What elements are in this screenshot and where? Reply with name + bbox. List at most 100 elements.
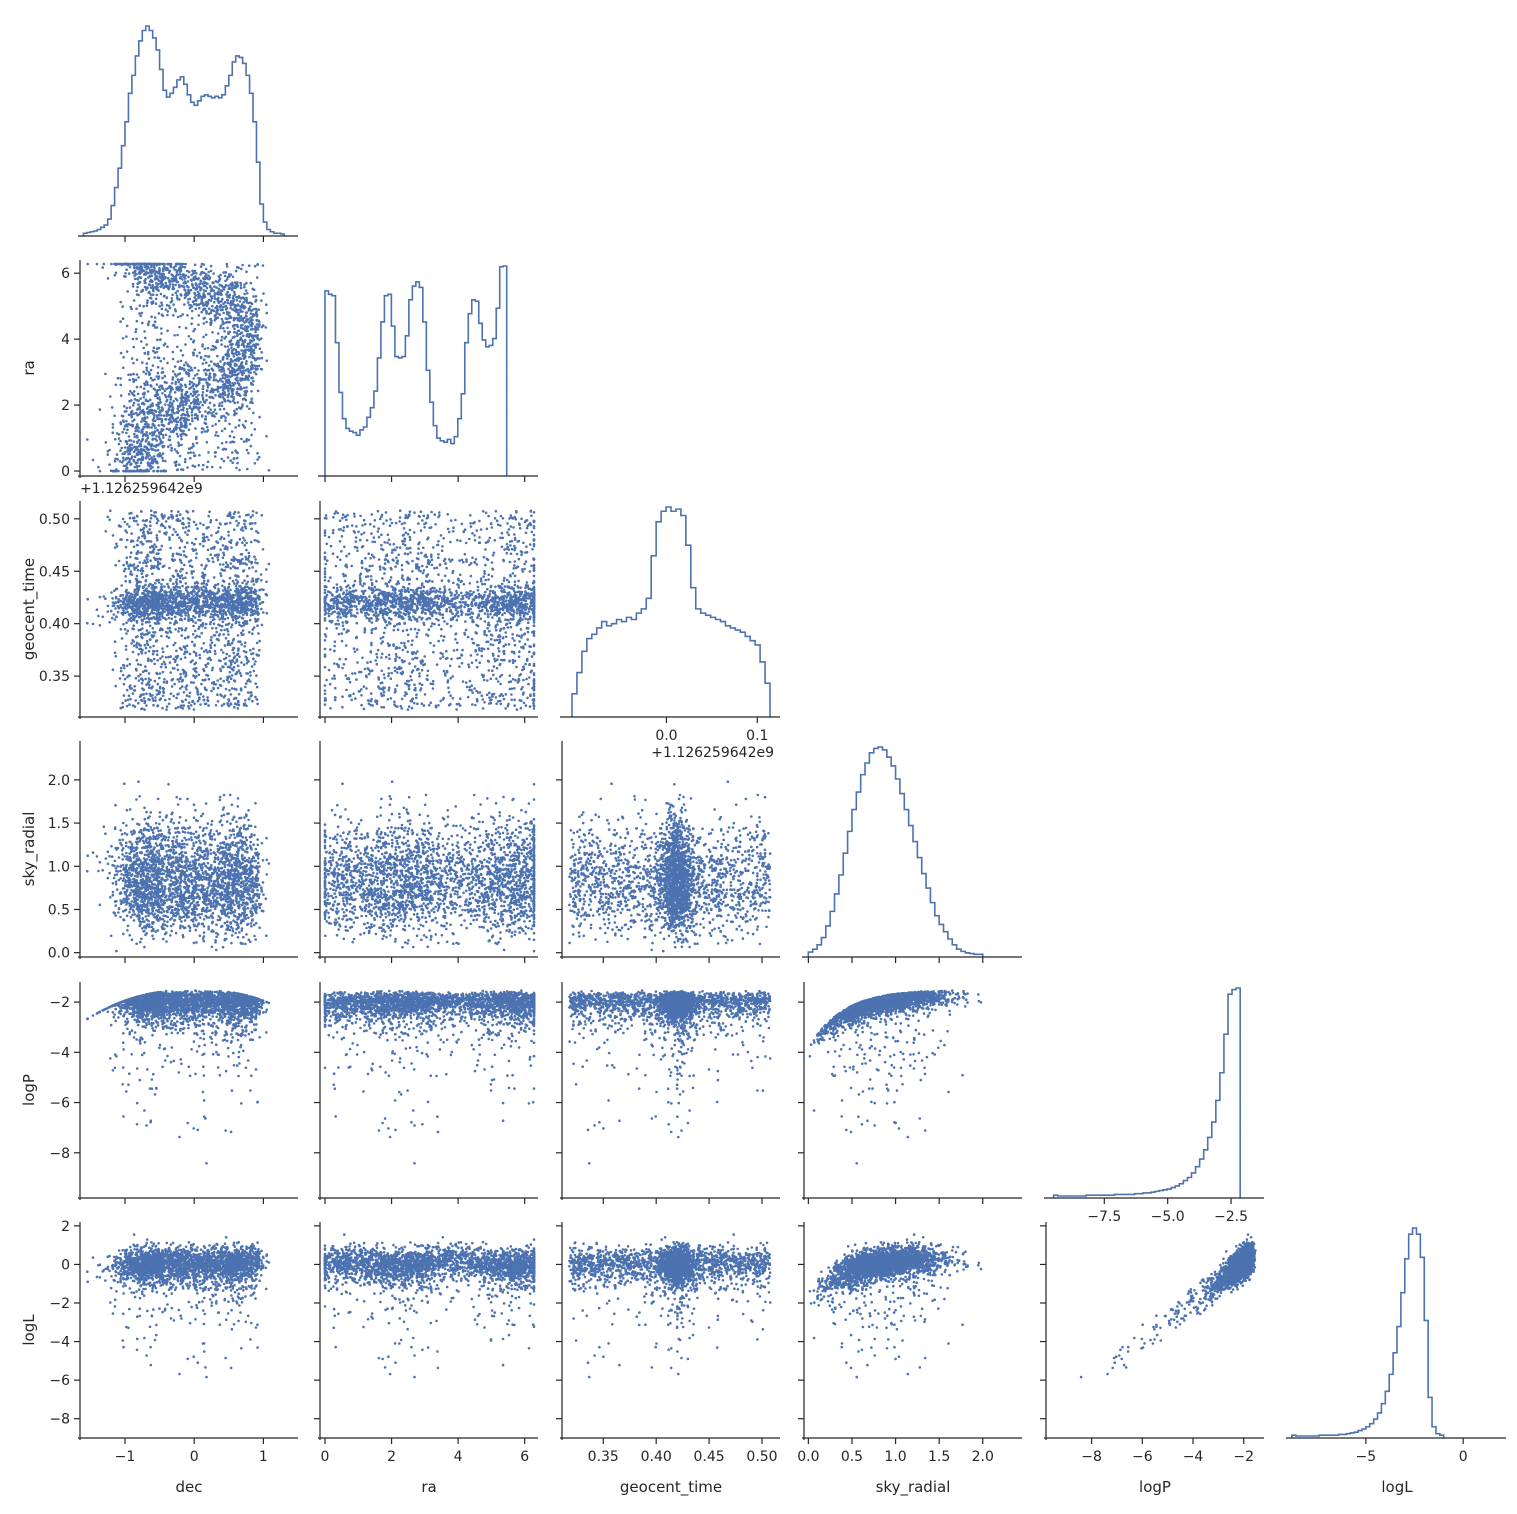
data-point bbox=[92, 623, 95, 626]
data-point bbox=[177, 421, 180, 424]
data-point bbox=[157, 393, 160, 396]
data-point bbox=[180, 409, 183, 412]
data-point bbox=[208, 278, 211, 281]
data-point bbox=[203, 281, 206, 284]
data-point bbox=[158, 581, 161, 584]
data-point bbox=[136, 263, 139, 266]
data-point bbox=[243, 293, 246, 296]
data-point bbox=[143, 387, 146, 390]
data-point bbox=[130, 416, 133, 419]
data-point bbox=[206, 426, 209, 429]
data-point bbox=[142, 543, 145, 546]
data-point bbox=[233, 331, 236, 334]
data-point bbox=[177, 381, 180, 384]
data-point bbox=[134, 263, 137, 266]
data-point bbox=[233, 657, 236, 660]
data-point bbox=[222, 389, 225, 392]
data-point bbox=[243, 440, 246, 443]
data-point bbox=[209, 318, 212, 321]
data-point bbox=[250, 353, 253, 356]
data-point bbox=[198, 293, 201, 296]
data-point bbox=[200, 311, 203, 314]
data-point bbox=[243, 397, 246, 400]
data-point bbox=[251, 632, 254, 635]
data-point bbox=[204, 401, 207, 404]
y-axis-label: ra bbox=[20, 360, 38, 375]
data-point bbox=[180, 360, 183, 363]
data-point bbox=[220, 324, 223, 327]
data-point bbox=[178, 627, 181, 630]
data-point bbox=[256, 642, 259, 645]
data-point bbox=[159, 286, 162, 289]
data-point bbox=[167, 277, 170, 280]
data-point bbox=[152, 293, 155, 296]
data-point bbox=[187, 452, 190, 455]
data-point bbox=[252, 344, 255, 347]
data-point bbox=[112, 423, 115, 426]
data-point bbox=[133, 440, 136, 443]
data-point bbox=[155, 270, 158, 273]
data-point bbox=[128, 435, 131, 438]
data-point bbox=[236, 296, 239, 299]
data-point bbox=[157, 418, 160, 421]
data-point bbox=[125, 263, 128, 266]
data-point bbox=[151, 284, 154, 287]
data-point bbox=[136, 293, 139, 296]
data-point bbox=[166, 345, 169, 348]
data-point bbox=[182, 354, 185, 357]
data-point bbox=[121, 305, 124, 308]
data-point bbox=[157, 263, 160, 266]
data-point bbox=[149, 465, 152, 468]
data-point bbox=[137, 451, 140, 454]
data-point bbox=[232, 297, 235, 300]
data-point bbox=[236, 284, 239, 287]
data-point bbox=[225, 321, 228, 324]
data-point bbox=[162, 452, 165, 455]
data-point bbox=[133, 546, 136, 549]
data-point bbox=[228, 423, 231, 426]
data-point bbox=[238, 330, 241, 333]
data-point bbox=[227, 333, 230, 336]
data-point bbox=[173, 412, 176, 415]
data-point bbox=[242, 537, 245, 540]
data-point bbox=[184, 426, 187, 429]
data-point bbox=[133, 433, 136, 436]
data-point bbox=[229, 370, 232, 373]
data-point bbox=[222, 384, 225, 387]
data-point bbox=[202, 378, 205, 381]
data-point bbox=[164, 375, 167, 378]
data-point bbox=[190, 393, 193, 396]
data-point bbox=[162, 460, 165, 463]
data-point bbox=[152, 470, 155, 473]
data-point bbox=[258, 323, 261, 326]
data-point bbox=[171, 294, 174, 297]
data-point bbox=[179, 386, 182, 389]
data-point bbox=[249, 339, 252, 342]
data-point bbox=[192, 633, 195, 636]
data-point bbox=[209, 408, 212, 411]
data-point bbox=[122, 415, 125, 418]
data-point bbox=[187, 276, 190, 279]
data-point bbox=[205, 301, 208, 304]
data-point bbox=[253, 371, 256, 374]
data-point bbox=[237, 346, 240, 349]
data-point bbox=[233, 328, 236, 331]
data-point bbox=[236, 376, 239, 379]
data-point bbox=[155, 302, 158, 305]
data-point bbox=[247, 343, 250, 346]
data-point bbox=[149, 520, 152, 523]
data-point bbox=[119, 384, 122, 387]
data-point bbox=[247, 379, 250, 382]
data-point bbox=[144, 352, 147, 355]
data-point bbox=[204, 410, 207, 413]
data-point bbox=[164, 282, 167, 285]
data-point bbox=[211, 309, 214, 312]
data-point bbox=[246, 449, 249, 452]
data-point bbox=[169, 270, 172, 273]
data-point bbox=[188, 399, 191, 402]
data-point bbox=[202, 317, 205, 320]
data-point bbox=[219, 402, 222, 405]
data-point bbox=[157, 466, 160, 469]
data-point bbox=[225, 293, 228, 296]
data-point bbox=[242, 614, 245, 617]
